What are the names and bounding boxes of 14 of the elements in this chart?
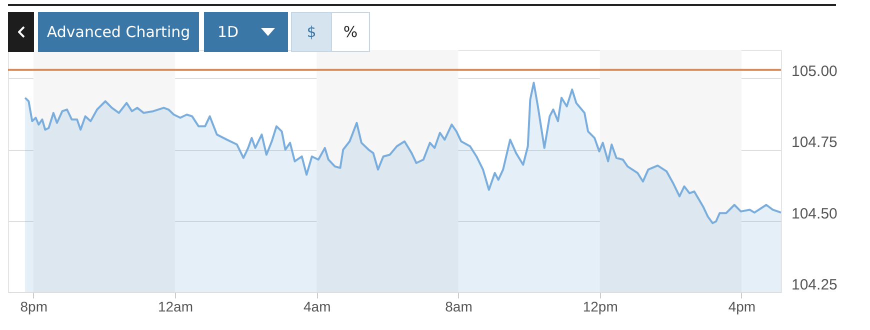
currency-toggle[interactable]: $ xyxy=(291,12,332,52)
range-dropdown[interactable]: 1D xyxy=(204,12,288,52)
x-tick-label: 12pm xyxy=(582,298,618,314)
x-tick-label: 4pm xyxy=(728,298,756,314)
x-tick-label: 8am xyxy=(445,298,472,314)
x-tick-label: 8pm xyxy=(20,298,48,314)
y-tick-label: 104.50 xyxy=(792,205,838,222)
percent-toggle[interactable]: % xyxy=(331,12,370,52)
x-tick-label: 4am xyxy=(303,298,331,314)
y-tick-label: 105.00 xyxy=(792,62,838,80)
y-tick-label: 104.25 xyxy=(792,276,838,294)
chart-mode-button[interactable]: Advanced Charting xyxy=(38,12,199,52)
x-tick-label: 12am xyxy=(158,298,194,314)
y-tick-label: 104.75 xyxy=(792,134,838,152)
